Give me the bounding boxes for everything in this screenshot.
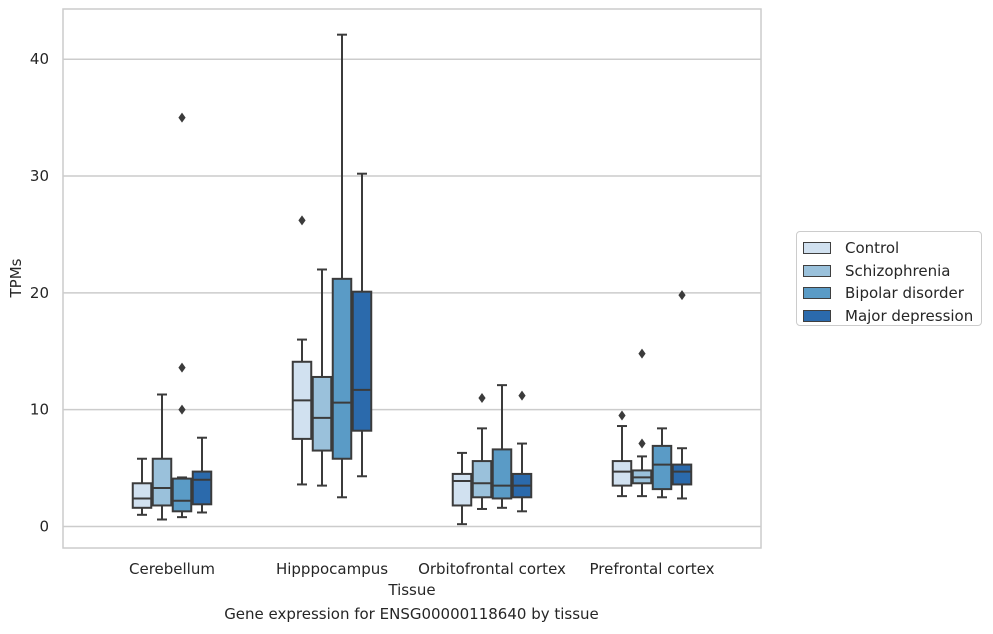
iqr-box	[671, 463, 693, 486]
iqr-box	[331, 277, 353, 460]
legend-swatch	[803, 264, 831, 277]
box-schizophrenia	[151, 393, 173, 521]
box-schizophrenia	[311, 268, 333, 487]
box-bipolar-disorder	[651, 427, 673, 499]
legend-item: Bipolar disorder	[803, 282, 981, 305]
x-axis-label: Tissue	[387, 581, 435, 599]
y-tick-labels: 0 10 20 30 40	[30, 50, 49, 535]
box-control	[451, 451, 473, 526]
iqr-box	[351, 290, 373, 432]
y-tick-label: 10	[30, 401, 49, 419]
outlier-point	[178, 404, 186, 415]
box-major-depression	[511, 390, 533, 513]
iqr-box	[611, 460, 633, 487]
legend-item: Major depression	[803, 305, 981, 328]
box-major-depression	[191, 436, 213, 514]
box-schizophrenia	[631, 348, 653, 498]
iqr-box	[191, 470, 213, 506]
iqr-box	[451, 472, 473, 507]
iqr-box	[171, 477, 193, 513]
iqr-box	[491, 448, 513, 500]
legend-label: Major depression	[845, 306, 974, 325]
iqr-box	[131, 482, 153, 509]
y-axis-label: TPMs	[7, 258, 25, 298]
box-bipolar-disorder	[491, 384, 513, 509]
outlier-point	[178, 112, 186, 123]
outlier-point	[638, 438, 646, 449]
box-bipolar-disorder	[171, 112, 193, 519]
box-schizophrenia	[471, 392, 493, 510]
box-control	[291, 215, 313, 486]
x-tick-label: Cerebellum	[129, 560, 215, 578]
legend-label: Control	[845, 239, 900, 258]
y-tick-label: 30	[30, 167, 49, 185]
chart-caption: Gene expression for ENSG00000118640 by t…	[224, 605, 599, 623]
plot-frame	[62, 8, 762, 549]
box-major-depression	[671, 290, 693, 500]
outlier-point	[478, 392, 486, 403]
y-tick-label: 20	[30, 284, 49, 302]
box-control	[611, 410, 633, 498]
x-tick-label: Orbitofrontal cortex	[418, 560, 566, 578]
y-tick-label: 0	[39, 518, 49, 536]
legend-swatch	[803, 242, 831, 255]
legend: Control Schizophrenia Bipolar disorder Majo…	[796, 231, 982, 326]
box-series	[131, 33, 693, 526]
outlier-point	[178, 362, 186, 373]
y-tick-label: 40	[30, 50, 49, 68]
x-tick-label: Prefrontal cortex	[590, 560, 715, 578]
legend-label: Schizophrenia	[845, 261, 951, 280]
outlier-point	[518, 390, 526, 401]
legend-swatch	[803, 287, 831, 300]
outlier-point	[678, 290, 686, 301]
iqr-box	[471, 460, 493, 499]
box-major-depression	[351, 172, 373, 478]
x-tick-labels: Cerebellum Hipppocampus Orbitofrontal cort…	[129, 560, 715, 578]
legend-swatch	[803, 309, 831, 322]
iqr-box	[651, 444, 673, 491]
outlier-point	[638, 348, 646, 359]
legend-item: Control	[803, 237, 981, 260]
legend-label: Bipolar disorder	[845, 284, 964, 303]
outlier-point	[618, 410, 626, 421]
box-control	[131, 457, 153, 516]
x-tick-label: Hipppocampus	[276, 560, 388, 578]
iqr-box	[151, 457, 173, 507]
outlier-point	[298, 215, 306, 226]
box-bipolar-disorder	[331, 33, 353, 499]
legend-item: Schizophrenia	[803, 260, 981, 283]
iqr-box	[311, 375, 333, 452]
